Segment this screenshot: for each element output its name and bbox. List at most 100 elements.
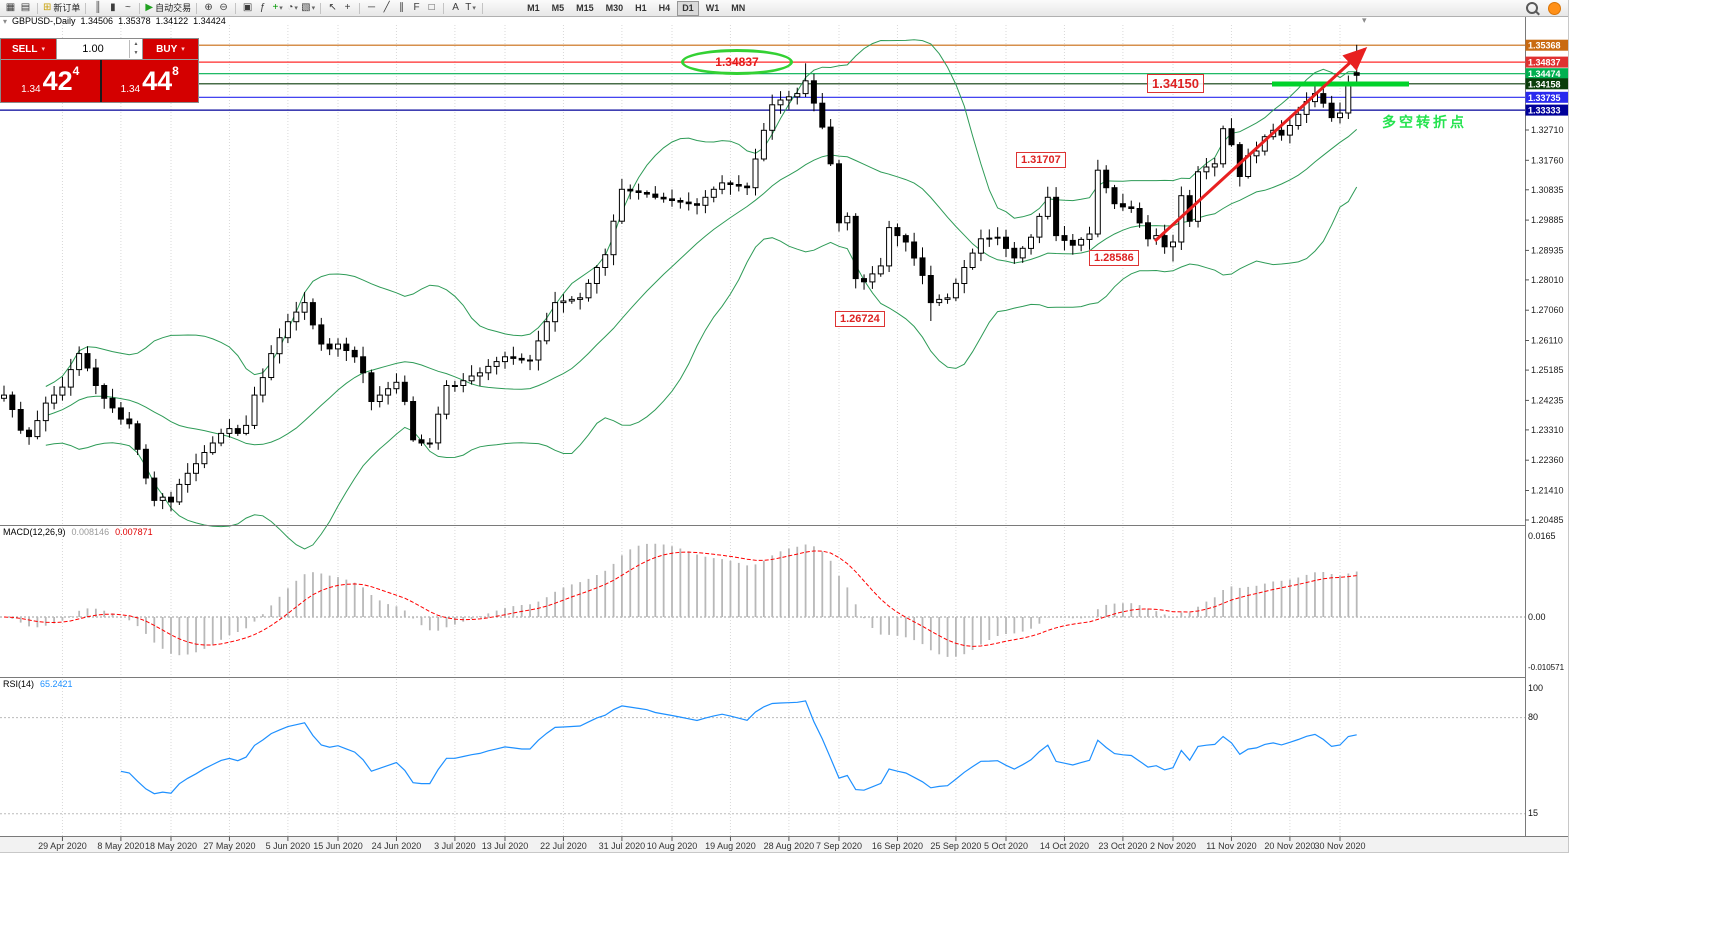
trade-panel-header: SELL ▾ ▲ ▼ BUY ▾ xyxy=(1,39,198,60)
ohlc-close: 1.34424 xyxy=(193,16,226,26)
circled-price-text: 1.34837 xyxy=(715,55,759,69)
tile-windows-icon[interactable]: ▣ xyxy=(242,2,253,13)
rsi-scale-100: 100 xyxy=(1528,683,1544,693)
price-tick: 1.20485 xyxy=(1531,515,1564,525)
price-tick: 1.23310 xyxy=(1531,425,1564,435)
sell-price-button[interactable]: 1.34 42 4 xyxy=(1,60,100,102)
trendline-tool-icon[interactable]: ╱ xyxy=(383,2,390,13)
toolbar-separator xyxy=(235,2,237,14)
timeframe-d1[interactable]: D1 xyxy=(677,0,699,16)
date-label: 30 Nov 2020 xyxy=(1314,841,1365,851)
sell-button[interactable]: SELL ▾ xyxy=(1,39,56,59)
channel-tool-icon[interactable]: ∥ xyxy=(399,2,405,13)
search-icon[interactable] xyxy=(1526,2,1538,14)
profiles-icon[interactable]: ▤ xyxy=(20,2,31,13)
timeframe-m5[interactable]: M5 xyxy=(551,3,565,13)
volume-input[interactable] xyxy=(57,42,129,56)
price-tick: 1.30835 xyxy=(1531,185,1564,195)
rsi-scale-15: 15 xyxy=(1528,808,1539,818)
toolbar-separator xyxy=(139,2,141,14)
toolbar: ▦ ▤ ⊞ 新订单 ║ ▮ ~ ▶ 自动交易 ⊕ ⊖ ▣ ƒ + ▾ ◔ ▾ ▧ ▾ ↖ + ─ ╱ ∥ F □ A T ▾ M1 M5 M… xyxy=(0,0,1568,17)
price-label-134150[interactable]: 1.34150 xyxy=(1147,74,1204,93)
add-indicator-icon[interactable]: + ▾ xyxy=(272,2,283,13)
indicators-icon[interactable]: ƒ xyxy=(259,2,266,13)
arrows-tool-icon[interactable]: T ▾ xyxy=(465,2,476,13)
chart-candles-icon[interactable]: ▮ xyxy=(110,2,116,13)
date-label: 8 May 2020 xyxy=(97,841,144,851)
price-badge: 1.33333 xyxy=(1528,106,1561,116)
date-label: 24 Jun 2020 xyxy=(372,841,422,851)
price-badge: 1.33735 xyxy=(1528,93,1561,103)
sell-price-prefix: 1.34 xyxy=(21,84,41,95)
sell-price-big: 42 xyxy=(42,66,73,96)
date-label: 31 Jul 2020 xyxy=(599,841,646,851)
price-label-128586[interactable]: 1.28586 xyxy=(1089,250,1139,266)
templates-icon[interactable]: ▧ ▾ xyxy=(301,2,316,13)
buy-price-button[interactable]: 1.34 44 8 xyxy=(99,60,199,102)
timeframe-m15[interactable]: M15 xyxy=(576,3,594,13)
chevron-down-icon[interactable]: ▾ xyxy=(181,46,185,53)
panel-arrow-icon[interactable]: ▾ xyxy=(3,16,8,26)
zoom-in-icon[interactable]: ⊕ xyxy=(204,2,213,13)
price-tick: 1.28010 xyxy=(1531,275,1564,285)
date-label: 3 Jul 2020 xyxy=(434,841,476,851)
rsi-name: RSI(14) xyxy=(3,679,35,689)
date-label: 25 Sep 2020 xyxy=(930,841,981,851)
text-tool-icon[interactable]: A xyxy=(452,2,459,13)
price-tick: 1.27060 xyxy=(1531,305,1564,315)
chart-bars-icon[interactable]: ║ xyxy=(94,2,102,13)
fibonacci-tool-icon[interactable]: F xyxy=(413,2,420,13)
chart-canvas[interactable]: 1.32710 1.31760 1.30835 1.29885 1.28935 1.280… xyxy=(0,0,1568,852)
zoom-out-icon[interactable]: ⊖ xyxy=(219,2,228,13)
shapes-tool-icon[interactable]: □ xyxy=(428,2,435,13)
symbol-name: GBPUSD-,Daily xyxy=(12,16,76,26)
toolbar-icon-group: ▦ ▤ ⊞ 新订单 ║ ▮ ~ ▶ 自动交易 ⊕ ⊖ ▣ ƒ + ▾ ◔ ▾ ▧ ▾ ↖ + ─ ╱ ∥ F □ A T ▾ xyxy=(3,0,487,16)
price-label-text: 1.26724 xyxy=(840,313,880,325)
timeframe-mn[interactable]: MN xyxy=(731,3,746,13)
hline-tool-icon[interactable]: ─ xyxy=(368,2,376,13)
volume-stepper[interactable]: ▲ ▼ xyxy=(129,40,142,58)
toolbar-right-group xyxy=(1526,0,1565,16)
autotrading-button[interactable]: ▶ 自动交易 xyxy=(145,2,192,13)
chart-line-icon[interactable]: ~ xyxy=(124,2,131,13)
crosshair-icon[interactable]: + xyxy=(344,2,351,13)
new-order-button[interactable]: ⊞ 新订单 xyxy=(43,2,81,13)
timeframe-m1[interactable]: M1 xyxy=(527,3,540,13)
buy-label: BUY xyxy=(156,43,178,55)
date-label: 5 Jun 2020 xyxy=(266,841,311,851)
buy-button[interactable]: BUY ▾ xyxy=(143,39,198,59)
mt4-terminal: ▦ ▤ ⊞ 新订单 ║ ▮ ~ ▶ 自动交易 ⊕ ⊖ ▣ ƒ + ▾ ◔ ▾ ▧ ▾ ↖ + ─ ╱ ∥ F □ A T ▾ M1 M5 M… xyxy=(0,0,1569,853)
price-badge: 1.34158 xyxy=(1528,79,1561,89)
periods-icon[interactable]: ◔ ▾ xyxy=(287,2,298,13)
date-label: 16 Sep 2020 xyxy=(872,841,923,851)
notification-badge[interactable] xyxy=(1548,1,1561,15)
chevron-down-icon[interactable]: ▾ xyxy=(41,46,46,53)
date-label: 23 Oct 2020 xyxy=(1098,841,1147,851)
price-badge: 1.34474 xyxy=(1528,69,1561,79)
step-up-icon[interactable]: ▲ xyxy=(133,41,139,47)
toolbar-separator xyxy=(196,2,198,14)
toolbar-separator xyxy=(320,2,322,14)
step-down-icon[interactable]: ▼ xyxy=(133,50,139,56)
price-label-126724[interactable]: 1.26724 xyxy=(835,311,885,327)
timeframe-h4[interactable]: H4 xyxy=(658,3,671,13)
macd-value-signal: 0.007871 xyxy=(115,527,153,537)
timeframe-w1[interactable]: W1 xyxy=(705,3,720,13)
buy-price-prefix: 1.34 xyxy=(120,84,141,95)
price-label-131707[interactable]: 1.31707 xyxy=(1016,152,1066,168)
circled-price-label[interactable]: 1.34837 xyxy=(681,49,793,75)
chart-shift-icon[interactable]: ▾ xyxy=(1362,15,1367,25)
price-tick: 1.32710 xyxy=(1531,125,1564,135)
timeframe-m30[interactable]: M30 xyxy=(605,3,624,13)
sell-price-pip: 4 xyxy=(72,64,80,78)
toolbar-separator xyxy=(443,2,445,14)
new-chart-icon[interactable]: ▦ xyxy=(5,2,16,13)
date-label: 2 Nov 2020 xyxy=(1150,841,1196,851)
timeframe-group: M1 M5 M15 M30 H1 H4 D1 W1 MN xyxy=(521,0,751,16)
date-label: 15 Jun 2020 xyxy=(313,841,363,851)
date-label: 29 Apr 2020 xyxy=(38,841,87,851)
cursor-icon[interactable]: ↖ xyxy=(328,2,337,13)
turning-point-note[interactable]: 多空转折点 xyxy=(1382,112,1467,132)
date-label: 13 Jul 2020 xyxy=(482,841,529,851)
timeframe-h1[interactable]: H1 xyxy=(635,3,647,13)
